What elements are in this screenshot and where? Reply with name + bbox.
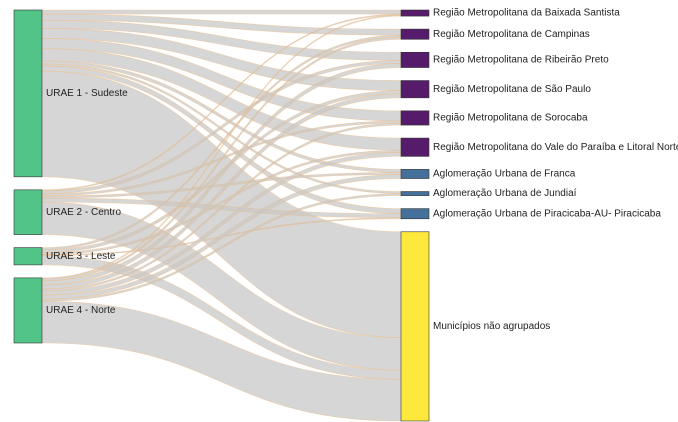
node [13, 277, 43, 344]
node-label: URAE 4 - Norte [46, 305, 116, 316]
node [400, 80, 430, 99]
node [400, 169, 430, 179]
node-label: Região Metropolitana de São Paulo [433, 84, 591, 95]
node [400, 28, 430, 40]
node-label: Região Metropolitana de Ribeirão Preto [433, 55, 609, 66]
node [13, 247, 43, 266]
node-label: Aglomeração Urbana de Franca [433, 169, 576, 180]
links [41, 9, 402, 422]
node-label: Região Metropolitana de Campinas [433, 29, 590, 40]
node [400, 208, 430, 220]
node [13, 189, 43, 235]
node [400, 110, 430, 126]
node [400, 231, 430, 422]
node-label: URAE 1 - Sudeste [46, 88, 128, 99]
node-label: Região Metropolitana do Vale do Paraíba … [433, 142, 678, 153]
node [13, 9, 43, 178]
node [400, 191, 430, 196]
node-label: URAE 2 - Centro [46, 207, 121, 218]
node [400, 9, 430, 17]
node-label: Aglomeração Urbana de Jundiaí [433, 188, 577, 199]
node-label: Municípios não agrupados [433, 321, 550, 332]
node-label: Região Metropolitana da Baixada Santista [433, 8, 620, 19]
node [400, 51, 430, 68]
node [400, 137, 430, 157]
node-label: URAE 3 - Leste [46, 251, 116, 262]
link [41, 9, 402, 15]
node-label: Região Metropolitana de Sorocaba [433, 113, 588, 124]
node-label: Aglomeração Urbana de Piracicaba-AU- Pir… [433, 208, 661, 219]
